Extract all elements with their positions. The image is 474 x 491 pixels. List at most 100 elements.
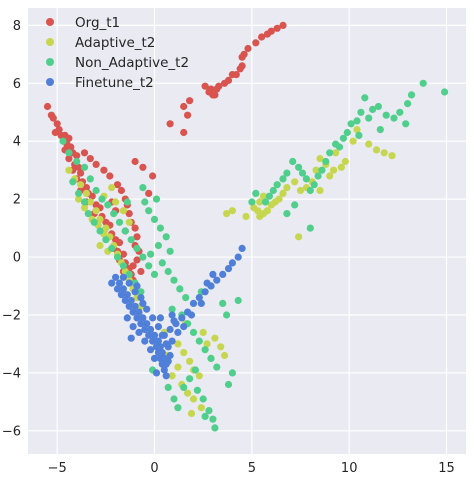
point-series-3-19 bbox=[168, 337, 176, 345]
point-series-2-12 bbox=[353, 117, 361, 125]
point-series-2-40 bbox=[376, 126, 384, 134]
point-series-2-26 bbox=[295, 163, 303, 171]
point-series-3-6 bbox=[201, 288, 209, 296]
point-series-1-37 bbox=[77, 181, 85, 189]
point-series-0-6 bbox=[244, 44, 252, 53]
point-series-0-91 bbox=[92, 160, 100, 168]
point-series-2-46 bbox=[86, 175, 94, 183]
point-series-1-70 bbox=[184, 389, 192, 397]
point-series-0-32 bbox=[51, 128, 59, 137]
point-series-3-60 bbox=[143, 305, 151, 313]
point-series-3-52 bbox=[121, 296, 129, 305]
point-series-2-77 bbox=[147, 250, 155, 258]
point-series-0-79 bbox=[133, 233, 141, 241]
point-series-2-53 bbox=[127, 236, 135, 244]
legend-marker-3 bbox=[46, 78, 54, 86]
point-series-3-42 bbox=[156, 354, 164, 362]
point-series-2-68 bbox=[125, 270, 133, 278]
point-series-0-27 bbox=[43, 102, 52, 111]
point-series-1-28 bbox=[259, 192, 268, 200]
point-series-0-25 bbox=[166, 120, 174, 128]
point-series-2-14 bbox=[343, 128, 351, 137]
point-series-1-31 bbox=[223, 210, 231, 218]
point-series-0-65 bbox=[119, 250, 127, 258]
point-series-1-3 bbox=[372, 146, 381, 154]
point-series-2-4 bbox=[396, 108, 404, 116]
point-series-3-63 bbox=[158, 331, 166, 339]
point-series-2-35 bbox=[248, 198, 256, 206]
point-series-2-11 bbox=[357, 108, 365, 116]
point-series-1-33 bbox=[316, 186, 324, 195]
y-tick-label-5: 4 bbox=[13, 135, 21, 150]
y-tick-label-0: −6 bbox=[2, 424, 21, 439]
point-series-3-70 bbox=[129, 323, 137, 331]
point-series-2-62 bbox=[90, 218, 98, 226]
point-series-2-20 bbox=[318, 166, 326, 174]
point-series-1-77 bbox=[211, 334, 219, 342]
data-points bbox=[43, 21, 449, 432]
point-series-1-9 bbox=[326, 172, 334, 180]
point-series-2-93 bbox=[213, 363, 221, 371]
y-tick-label-3: 0 bbox=[13, 251, 21, 266]
point-series-3-41 bbox=[158, 360, 166, 368]
point-series-2-74 bbox=[156, 224, 164, 232]
point-series-1-59 bbox=[112, 198, 120, 206]
point-series-0-43 bbox=[75, 163, 83, 171]
point-series-2-23 bbox=[306, 186, 314, 195]
point-series-2-0 bbox=[441, 88, 449, 96]
point-series-2-90 bbox=[195, 337, 203, 345]
point-series-2-17 bbox=[332, 140, 340, 148]
legend: Org_t1 Adaptive_t2 Non_Adaptive_t2 Finetune… bbox=[46, 15, 189, 91]
point-series-2-49 bbox=[104, 201, 112, 209]
point-series-0-90 bbox=[100, 166, 108, 174]
point-series-2-32 bbox=[265, 192, 273, 200]
point-series-2-114 bbox=[168, 305, 176, 313]
point-series-0-4 bbox=[258, 33, 266, 41]
point-series-2-82 bbox=[182, 294, 190, 302]
x-axis-ticks: −5 0 5 10 15 bbox=[48, 461, 455, 476]
point-series-0-82 bbox=[133, 256, 141, 264]
point-series-0-85 bbox=[145, 189, 153, 197]
x-tick-label-4: 15 bbox=[438, 461, 455, 476]
point-series-2-78 bbox=[158, 259, 166, 267]
point-series-2-34 bbox=[252, 189, 260, 197]
point-series-2-73 bbox=[150, 215, 159, 223]
point-series-2-18 bbox=[326, 149, 334, 157]
point-series-0-45 bbox=[77, 169, 85, 177]
point-series-2-80 bbox=[170, 276, 178, 284]
point-series-2-71 bbox=[141, 198, 149, 206]
point-series-3-65 bbox=[166, 351, 174, 360]
grid-lines bbox=[28, 8, 466, 454]
point-series-3-8 bbox=[189, 299, 198, 307]
point-series-3-72 bbox=[150, 354, 159, 362]
point-series-1-24 bbox=[256, 212, 264, 221]
point-series-1-71 bbox=[189, 395, 198, 403]
point-series-0-35 bbox=[65, 134, 73, 142]
point-series-2-109 bbox=[170, 395, 178, 403]
point-series-2-47 bbox=[92, 186, 100, 195]
point-series-2-84 bbox=[152, 195, 161, 203]
point-series-2-86 bbox=[123, 198, 131, 206]
point-series-3-2 bbox=[224, 265, 233, 273]
point-series-2-56 bbox=[145, 262, 153, 270]
point-series-2-106 bbox=[219, 299, 227, 307]
point-series-2-95 bbox=[186, 375, 194, 383]
point-series-2-41 bbox=[402, 120, 410, 128]
point-series-2-92 bbox=[207, 354, 215, 362]
point-series-0-20 bbox=[207, 85, 215, 93]
point-series-3-28 bbox=[127, 296, 135, 305]
point-series-1-41 bbox=[96, 215, 104, 223]
point-series-2-70 bbox=[137, 288, 145, 296]
point-series-2-42 bbox=[59, 137, 67, 145]
point-series-3-51 bbox=[125, 302, 133, 310]
point-series-3-18 bbox=[174, 328, 182, 336]
point-series-1-15 bbox=[296, 186, 305, 195]
point-series-1-60 bbox=[119, 207, 127, 215]
y-axis-ticks: −6 −4 −2 0 2 4 6 8 bbox=[2, 19, 21, 439]
point-series-2-101 bbox=[211, 424, 219, 432]
point-series-2-104 bbox=[228, 369, 236, 377]
point-series-1-30 bbox=[228, 207, 236, 215]
point-series-2-37 bbox=[291, 201, 299, 209]
point-series-1-35 bbox=[65, 166, 73, 174]
point-series-0-88 bbox=[131, 157, 139, 166]
